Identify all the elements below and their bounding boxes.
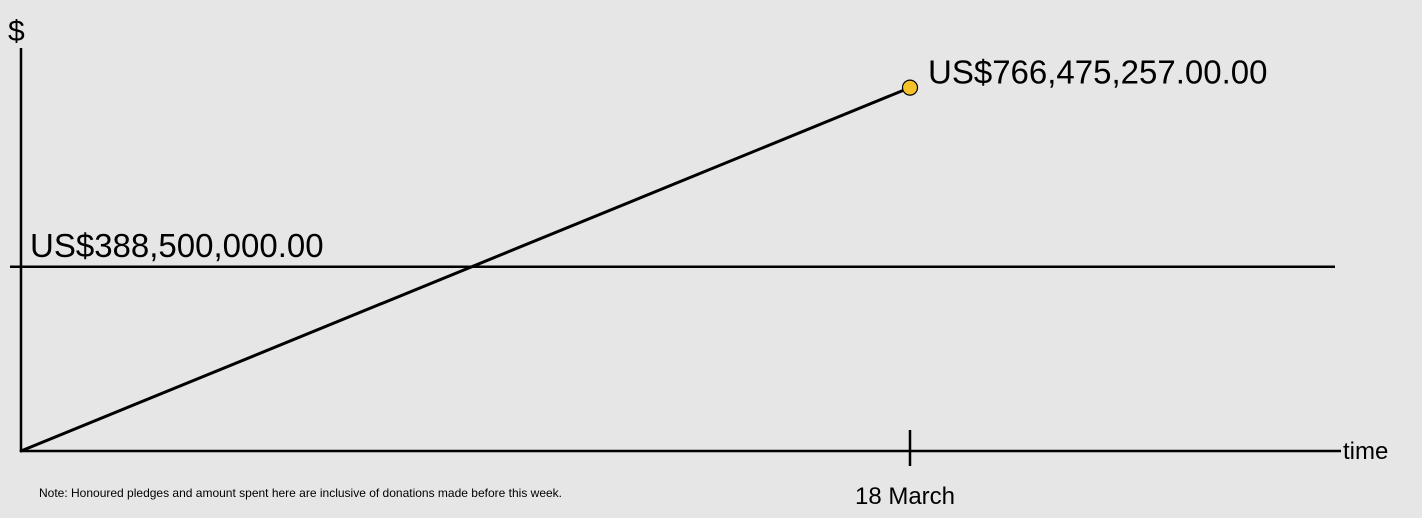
x-axis-label: time	[1343, 438, 1388, 465]
series-line	[19, 86, 912, 453]
data-point-18-march	[901, 79, 919, 96]
footnote: Note: Honoured pledges and amount spent …	[39, 486, 562, 500]
x-tick-label-18-march: 18 March	[855, 483, 955, 510]
target-value-label: US$388,500,000.00	[30, 227, 324, 264]
y-axis-label: $	[8, 15, 25, 48]
data-point-label: US$766,475,257.00.00	[928, 54, 1267, 91]
